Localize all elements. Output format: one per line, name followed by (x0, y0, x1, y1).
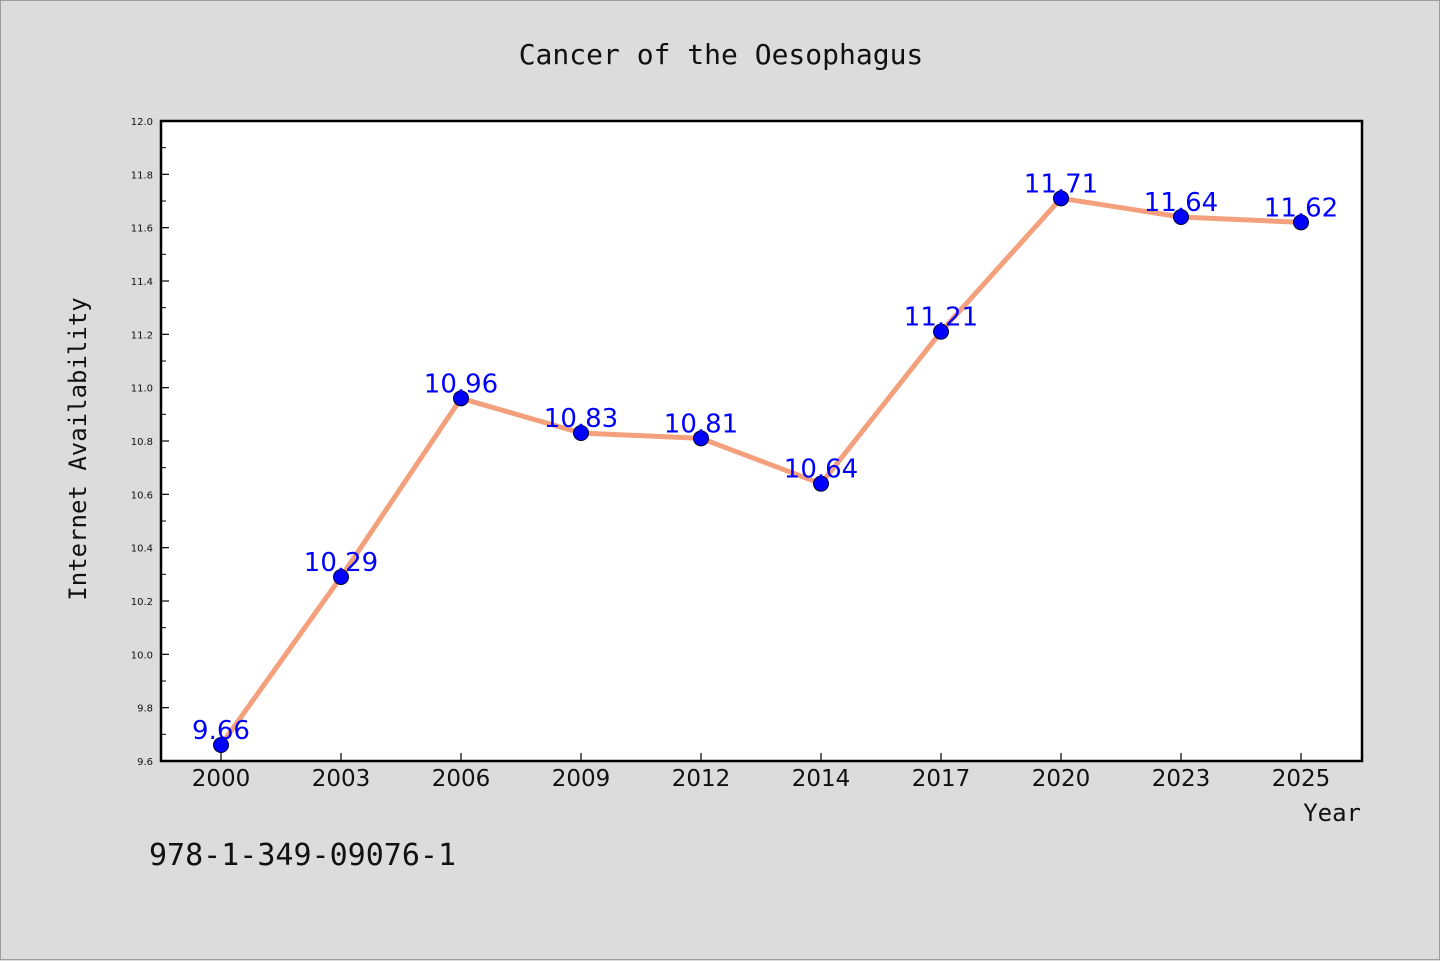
data-label: 11.64 (1144, 188, 1218, 218)
y-tick-label: 11.2 (131, 330, 153, 341)
y-tick-label: 9.8 (137, 704, 153, 715)
y-tick-label: 10.6 (131, 490, 153, 501)
y-tick-label: 11.6 (131, 224, 153, 235)
data-point (213, 737, 229, 753)
data-point (333, 569, 349, 585)
data-points (213, 190, 1309, 753)
y-tick-label: 10.2 (131, 597, 153, 608)
x-axis-ticks: 2000 2003 2006 2009 2012 2014 2017 2020 2023 2025 (192, 753, 1331, 792)
data-label: 11.62 (1264, 193, 1338, 223)
data-point (933, 323, 949, 340)
data-label: 10.96 (424, 369, 498, 399)
y-axis-label: Internet Availability (64, 297, 92, 600)
y-tick-label: 11.0 (131, 384, 153, 395)
data-label: 10.64 (784, 455, 858, 485)
y-tick-label: 11.4 (131, 277, 153, 288)
data-label: 9.66 (192, 716, 250, 746)
data-label: 10.81 (664, 409, 738, 439)
data-label: 11.71 (1024, 169, 1098, 199)
data-point (573, 425, 589, 441)
y-tick-label: 11.8 (131, 170, 153, 181)
x-tick-label: 2003 (312, 766, 371, 792)
y-tick-label: 10.0 (131, 650, 153, 661)
x-tick-label: 2000 (192, 766, 251, 792)
x-tick-label: 2020 (1032, 766, 1091, 792)
plot-area (159, 119, 1364, 763)
x-axis-label: Year (1303, 799, 1361, 827)
chart-title: Cancer of the Oesophagus (519, 38, 924, 71)
y-axis-ticks: 9.6 9.8 10.0 10.2 10.4 10.6 10.8 11.0 11.2 11.4 11… (131, 117, 169, 768)
data-point (1293, 214, 1309, 231)
x-tick-label: 2006 (432, 766, 491, 792)
data-label: 10.29 (304, 548, 378, 578)
y-tick-label: 10.8 (131, 437, 153, 448)
x-tick-label: 2023 (1152, 766, 1211, 792)
data-point (813, 475, 829, 492)
footnote-isbn: 978-1-349-09076-1 (149, 838, 456, 873)
y-tick-label: 12.0 (131, 117, 153, 128)
data-labels: 9.66 10.29 10.96 10.83 10.81 10.64 11.21 11.71 1… (192, 169, 1338, 746)
data-label: 10.83 (544, 404, 618, 434)
series-line (218, 195, 1302, 747)
y-tick-label: 9.6 (137, 757, 153, 768)
data-point (453, 390, 469, 407)
data-point (693, 430, 709, 447)
x-tick-label: 2009 (552, 766, 611, 792)
data-label: 11.21 (904, 303, 978, 333)
data-point (1053, 190, 1069, 207)
x-tick-label: 2014 (792, 766, 851, 792)
x-tick-label: 2017 (912, 766, 971, 792)
data-point (1173, 209, 1189, 225)
y-tick-label: 10.4 (131, 544, 153, 555)
x-tick-label: 2025 (1272, 766, 1331, 792)
x-tick-label: 2012 (672, 766, 731, 792)
